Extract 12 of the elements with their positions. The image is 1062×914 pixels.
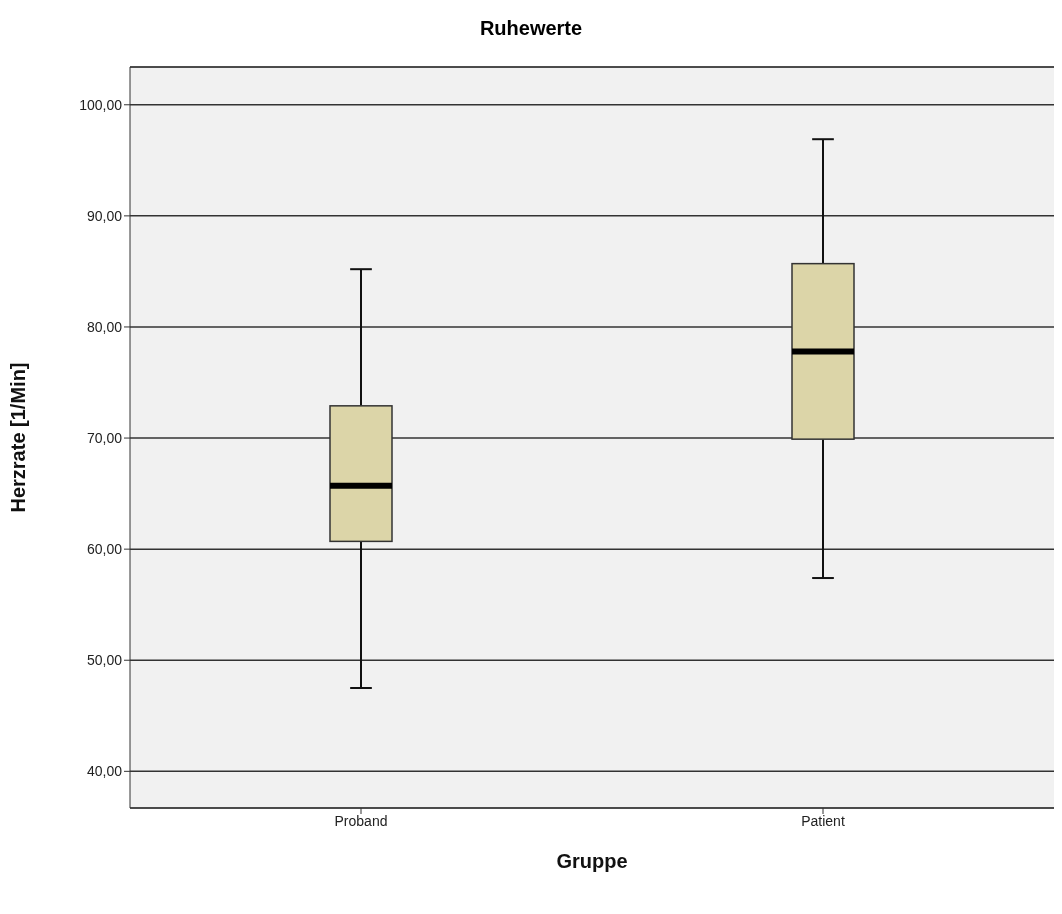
y-tick-label: 50,00: [86, 652, 123, 669]
chart-title: Ruhewerte: [478, 16, 584, 41]
y-axis-title: Herzrate [1/Min]: [7, 362, 30, 513]
y-tick-label: 70,00: [86, 430, 123, 447]
y-tick-label: 90,00: [86, 207, 123, 224]
x-axis-title: Gruppe: [556, 850, 628, 872]
y-tick-label: 100,00: [79, 96, 123, 113]
y-tick-label: 40,00: [86, 763, 123, 780]
y-tick-label: 80,00: [86, 318, 123, 335]
x-tick-label: Proband: [334, 812, 388, 829]
x-tick-label: Patient: [801, 812, 845, 829]
y-tick-label: 60,00: [86, 541, 123, 558]
